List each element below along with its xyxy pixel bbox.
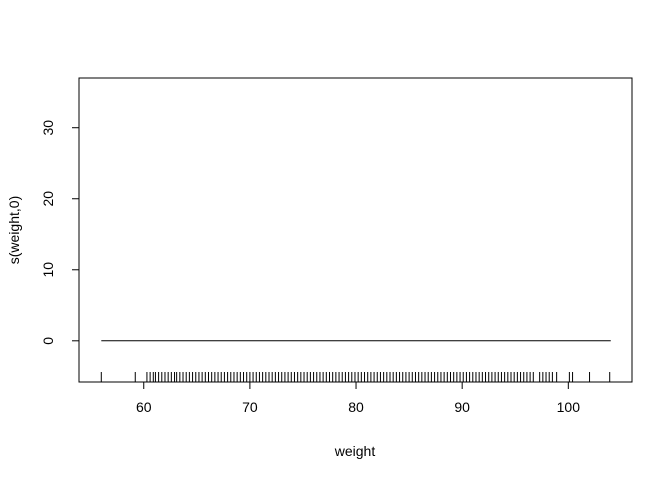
- y-axis: 0 10 20 30: [40, 120, 80, 345]
- y-tick-label: 10: [40, 262, 56, 278]
- x-tick-label: 60: [136, 399, 152, 415]
- x-axis-label: weight: [334, 443, 376, 459]
- rug-group: [100, 372, 611, 382]
- y-tick-label: 0: [40, 337, 56, 345]
- x-tick-label: 70: [242, 399, 258, 415]
- plot-frame: [78, 77, 633, 383]
- x-axis: 60 70 80 90 100: [136, 381, 581, 415]
- y-axis-label: s(weight,0): [6, 196, 22, 264]
- y-tick-label: 30: [40, 120, 56, 136]
- y-tick-label: 20: [40, 191, 56, 207]
- x-tick-label: 80: [348, 399, 364, 415]
- x-tick-label: 100: [557, 399, 581, 415]
- x-tick-label: 90: [454, 399, 470, 415]
